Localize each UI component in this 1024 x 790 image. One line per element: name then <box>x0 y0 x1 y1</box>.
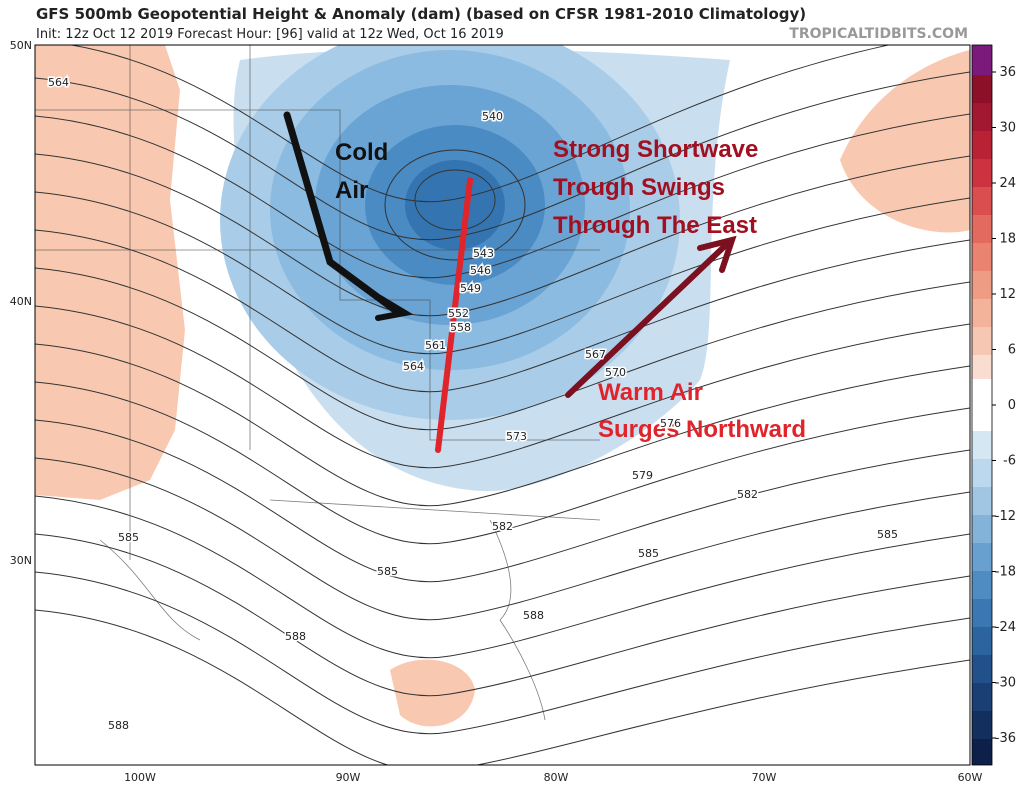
arrows <box>283 111 737 453</box>
colorbar-tick-label: -36 <box>995 731 1016 746</box>
contour-line <box>35 419 970 583</box>
contour-label: 585 <box>877 528 898 541</box>
annotation: Warm Air <box>598 379 703 406</box>
contour-line <box>414 169 496 231</box>
map <box>35 45 970 765</box>
colorbar-tick-label: -6 <box>1003 454 1016 469</box>
colorbar-tick-label: 0 <box>1008 398 1016 413</box>
contour-label: 558 <box>450 321 471 334</box>
colorbar-tick-label: 36 <box>999 65 1016 80</box>
credit: TROPICALTIDBITS.COM <box>789 26 968 42</box>
contour-label: 588 <box>523 609 544 622</box>
lon-label: 90W <box>336 771 361 784</box>
contour-label: 549 <box>460 282 481 295</box>
contour-line <box>35 495 970 659</box>
colorbar-tick-label: -30 <box>995 676 1016 691</box>
contour-label: 570 <box>605 366 626 379</box>
contour-line <box>35 113 970 279</box>
contour-label: 567 <box>585 348 606 361</box>
contour-line <box>35 533 970 697</box>
contour-label: 564 <box>403 360 424 373</box>
lon-label: 80W <box>544 771 569 784</box>
contour-label: 543 <box>473 247 494 260</box>
contour-label: 582 <box>737 488 758 501</box>
contour-label: 585 <box>118 531 139 544</box>
annotation: Trough Swings <box>553 174 725 201</box>
annotation: Air <box>335 177 368 204</box>
contour-line <box>35 343 970 507</box>
colorbar-tick-label: 6 <box>1008 343 1016 358</box>
contour-line <box>35 381 970 545</box>
annotation: Strong Shortwave <box>553 136 758 163</box>
map-frame <box>34 44 971 766</box>
lat-label: 30N <box>10 554 32 567</box>
colorbar-tick-label: -24 <box>995 620 1016 635</box>
title: GFS 500mb Geopotential Height & Anomaly … <box>36 5 806 23</box>
annotation: Through The East <box>553 212 757 239</box>
colorbar-tick-label: 12 <box>999 287 1016 302</box>
lon-label: 70W <box>752 771 777 784</box>
contour-line <box>35 229 970 393</box>
contour-label: 564 <box>48 76 69 89</box>
contour-label: 585 <box>638 547 659 560</box>
contour-label: 546 <box>470 264 491 277</box>
lat-label: 50N <box>10 39 32 52</box>
subtitle: Init: 12z Oct 12 2019 Forecast Hour: [96… <box>36 27 504 42</box>
colorbar <box>971 44 993 766</box>
contour-line <box>35 571 970 735</box>
contour-line <box>35 153 970 317</box>
contour-label: 561 <box>425 339 446 352</box>
contour-label: 582 <box>492 520 513 533</box>
contour-line <box>35 305 970 469</box>
colorbar-tick-label: 30 <box>999 121 1016 136</box>
contour-label: 552 <box>448 307 469 320</box>
annotation: Cold <box>335 139 388 166</box>
contour-line <box>384 149 526 261</box>
contour-line <box>35 457 970 621</box>
contour-label: 585 <box>377 565 398 578</box>
contour-line <box>68 45 892 203</box>
contour-label: 576 <box>660 417 681 430</box>
colorbar-tick-label: 24 <box>999 176 1016 191</box>
contour-label: 588 <box>108 719 129 732</box>
contour-label: 588 <box>285 630 306 643</box>
contour-line <box>35 267 970 431</box>
contour-label: 540 <box>482 110 503 123</box>
colorbar-tick-label: -18 <box>995 565 1016 580</box>
contour-label: 573 <box>506 430 527 443</box>
colorbar-tick-label: -12 <box>995 509 1016 524</box>
colorbar-tick-label: 18 <box>999 232 1016 247</box>
lat-label: 40N <box>10 295 32 308</box>
contour-line <box>35 609 970 765</box>
lon-label: 60W <box>958 771 983 784</box>
contour-line <box>35 71 970 241</box>
contour-label: 579 <box>632 469 653 482</box>
lon-label: 100W <box>124 771 156 784</box>
annotation: Surges Northward <box>598 416 806 443</box>
